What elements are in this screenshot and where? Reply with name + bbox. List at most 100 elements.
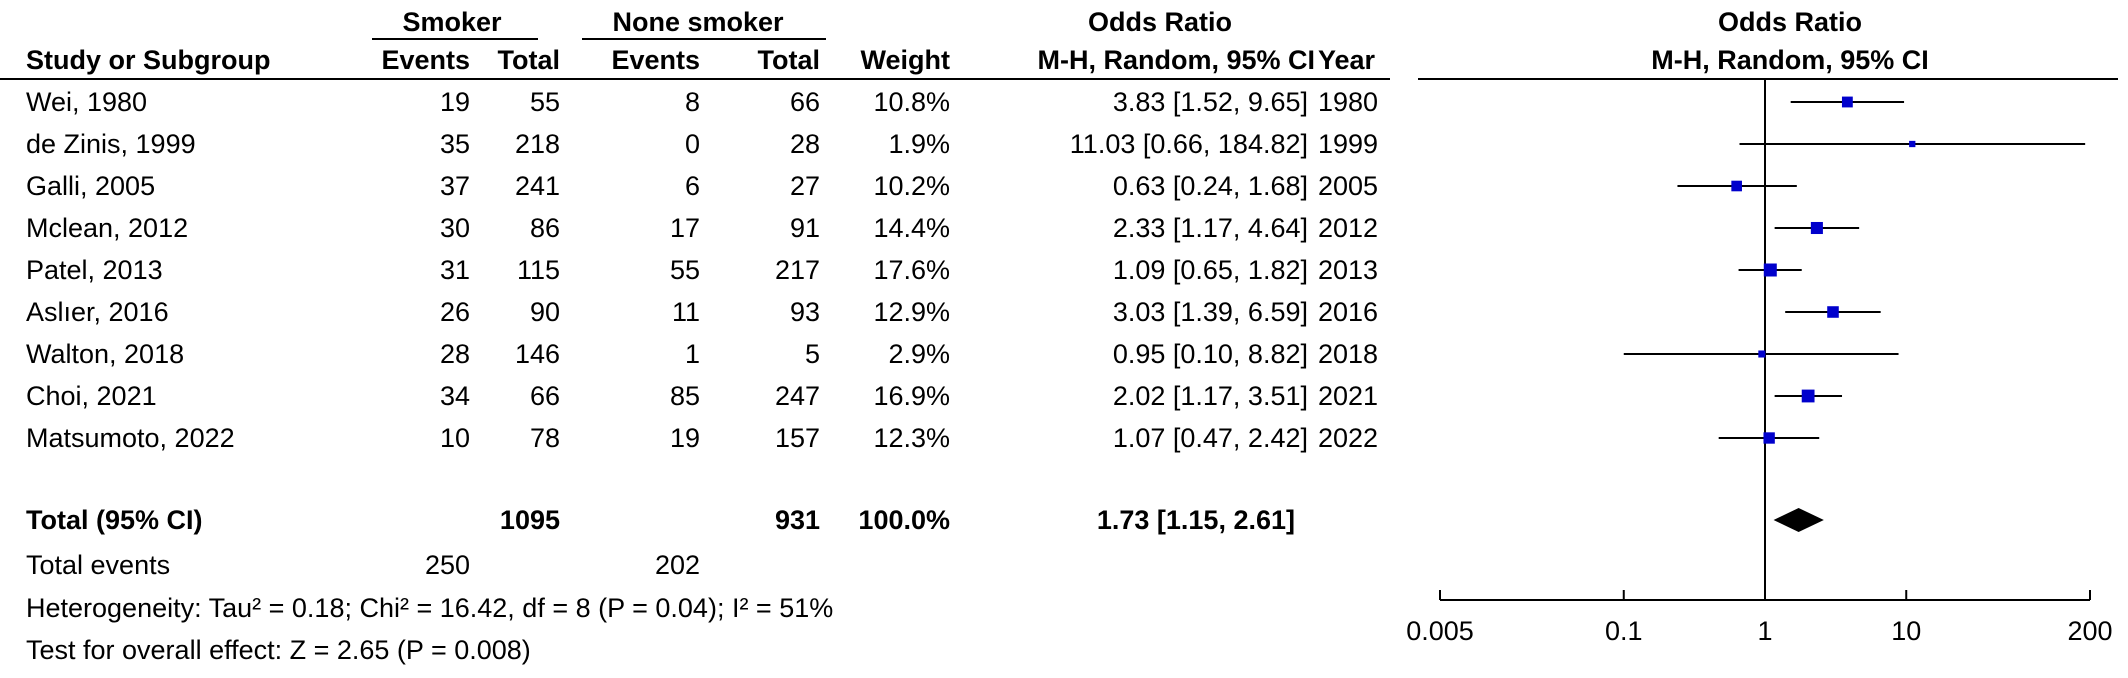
x-tick-label: 1 — [1757, 616, 1772, 646]
row-events2: 19 — [669, 423, 700, 453]
row-total1: 78 — [529, 423, 560, 453]
study-marker — [1801, 389, 1815, 403]
row-events1: 31 — [439, 255, 470, 285]
row-total2: 247 — [774, 381, 820, 411]
total-events2: 202 — [654, 550, 700, 580]
row-total2: 66 — [789, 87, 820, 117]
row-total1: 55 — [529, 87, 560, 117]
row-study: Wei, 1980 — [26, 87, 148, 117]
row-events2: 6 — [684, 171, 700, 201]
row-total1: 218 — [514, 129, 560, 159]
row-study: Choi, 2021 — [26, 381, 157, 411]
row-year: 2012 — [1318, 213, 1379, 243]
group1-underline — [372, 38, 538, 40]
row-weight: 12.9% — [873, 297, 950, 327]
row-total2: 157 — [774, 423, 820, 453]
study-marker — [1810, 221, 1823, 235]
weight-column-header: Weight — [860, 45, 951, 75]
row-ci: 1.09 [0.65, 1.82] — [1112, 255, 1308, 285]
row-events2: 8 — [684, 87, 700, 117]
row-ci: 11.03 [0.66, 184.82] — [1069, 129, 1308, 159]
row-events2: 1 — [684, 339, 700, 369]
row-total1: 115 — [516, 255, 560, 285]
row-events2: 55 — [669, 255, 700, 285]
row-total1: 86 — [529, 213, 560, 243]
row-total1: 241 — [514, 171, 560, 201]
row-events2: 85 — [669, 381, 700, 411]
row-weight: 14.4% — [873, 213, 950, 243]
total-label: Total (95% CI) — [26, 505, 203, 535]
study-marker — [1763, 432, 1775, 444]
row-events2: 0 — [684, 129, 700, 159]
events2-column-header: Events — [611, 45, 700, 75]
year-column-header: Year — [1318, 45, 1376, 75]
x-tick-label: 0.005 — [1406, 616, 1474, 646]
method-plot-header: M-H, Random, 95% CI — [1651, 45, 1929, 75]
row-total1: 90 — [529, 297, 560, 327]
row-year: 1980 — [1318, 87, 1379, 117]
pooled-diamond — [1773, 508, 1824, 532]
total-events-label: Total events — [26, 550, 171, 580]
row-weight: 12.3% — [873, 423, 950, 453]
total-events1: 250 — [424, 550, 470, 580]
study-marker — [1758, 350, 1766, 358]
row-study: de Zinis, 1999 — [26, 129, 196, 159]
row-weight: 10.8% — [873, 87, 950, 117]
events1-column-header: Events — [381, 45, 470, 75]
total-ci: 1.73 [1.15, 2.61] — [1096, 505, 1295, 535]
row-events1: 28 — [439, 339, 470, 369]
row-ci: 1.07 [0.47, 2.42] — [1112, 423, 1308, 453]
row-events1: 19 — [439, 87, 470, 117]
study-marker — [1827, 306, 1839, 318]
x-tick-label: 200 — [2067, 616, 2112, 646]
row-study: Patel, 2013 — [26, 255, 163, 285]
study-marker — [1909, 140, 1916, 148]
row-weight: 16.9% — [873, 381, 950, 411]
row-year: 2016 — [1318, 297, 1379, 327]
row-year: 2005 — [1318, 171, 1379, 201]
row-study: Galli, 2005 — [26, 171, 156, 201]
overall-effect-text: Test for overall effect: Z = 2.65 (P = 0… — [26, 635, 531, 665]
row-ci: 0.95 [0.10, 8.82] — [1112, 339, 1308, 369]
heterogeneity-text: Heterogeneity: Tau² = 0.18; Chi² = 16.42… — [26, 593, 834, 623]
x-tick-label: 0.1 — [1605, 616, 1643, 646]
row-total2: 28 — [789, 129, 820, 159]
row-ci: 2.02 [1.17, 3.51] — [1112, 381, 1308, 411]
row-total1: 146 — [514, 339, 560, 369]
row-ci: 0.63 [0.24, 1.68] — [1112, 171, 1308, 201]
total1-value: 1095 — [499, 505, 560, 535]
row-total2: 27 — [789, 171, 820, 201]
group1-header: Smoker — [402, 7, 502, 37]
row-events1: 34 — [439, 381, 470, 411]
row-weight: 1.9% — [888, 129, 950, 159]
plot-header-rule — [1418, 78, 2118, 80]
odds-ratio-header: Odds Ratio — [1087, 7, 1232, 37]
group2-underline — [582, 38, 826, 40]
row-ci: 3.83 [1.52, 9.65] — [1112, 87, 1308, 117]
row-total2: 93 — [789, 297, 820, 327]
row-study: Mclean, 2012 — [26, 213, 189, 243]
row-weight: 17.6% — [873, 255, 950, 285]
total2-column-header: Total — [757, 45, 821, 75]
study-marker — [1731, 180, 1742, 192]
study-marker — [1763, 263, 1777, 277]
total2-value: 931 — [774, 505, 820, 535]
row-total2: 217 — [774, 255, 820, 285]
row-events1: 30 — [439, 213, 470, 243]
method-column-header: M-H, Random, 95% CI — [1037, 45, 1315, 75]
row-events2: 11 — [671, 297, 700, 327]
row-events2: 17 — [669, 213, 700, 243]
row-year: 2022 — [1318, 423, 1379, 453]
row-weight: 10.2% — [873, 171, 950, 201]
row-events1: 37 — [439, 171, 470, 201]
row-study: Aslıer, 2016 — [26, 297, 169, 327]
row-events1: 35 — [439, 129, 470, 159]
row-events1: 10 — [439, 423, 470, 453]
row-year: 2013 — [1318, 255, 1379, 285]
row-events1: 26 — [439, 297, 470, 327]
row-total2: 5 — [804, 339, 820, 369]
row-year: 2021 — [1318, 381, 1379, 411]
row-total2: 91 — [789, 213, 820, 243]
row-study: Matsumoto, 2022 — [26, 423, 235, 453]
